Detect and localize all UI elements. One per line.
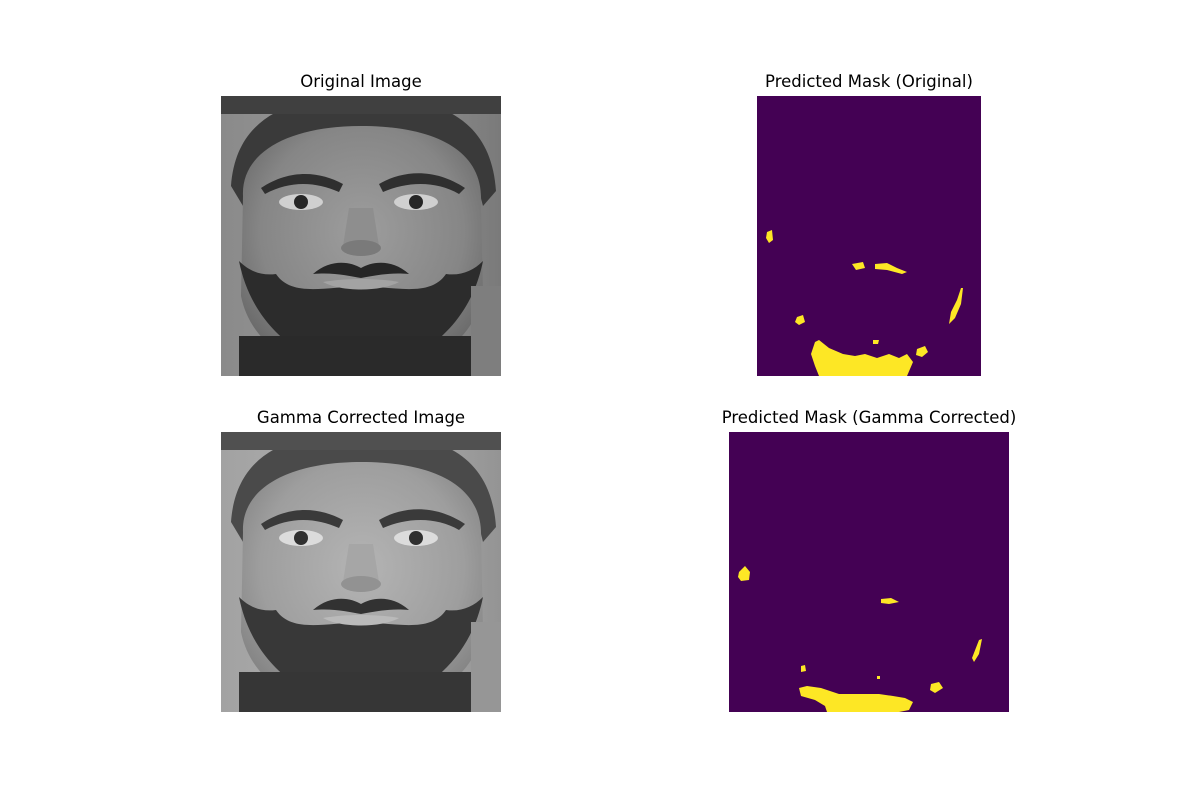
original-face-image xyxy=(221,96,501,376)
panel-title-original-image: Original Image xyxy=(300,72,422,91)
gamma-corrected-face-image xyxy=(221,432,501,712)
mask-gamma-image xyxy=(729,432,1009,712)
panel-title-mask-original: Predicted Mask (Original) xyxy=(765,72,973,91)
panel-title-gamma-image: Gamma Corrected Image xyxy=(256,408,466,427)
panel-title-mask-gamma: Predicted Mask (Gamma Corrected) xyxy=(721,408,1017,427)
mask-original-image xyxy=(757,96,981,376)
